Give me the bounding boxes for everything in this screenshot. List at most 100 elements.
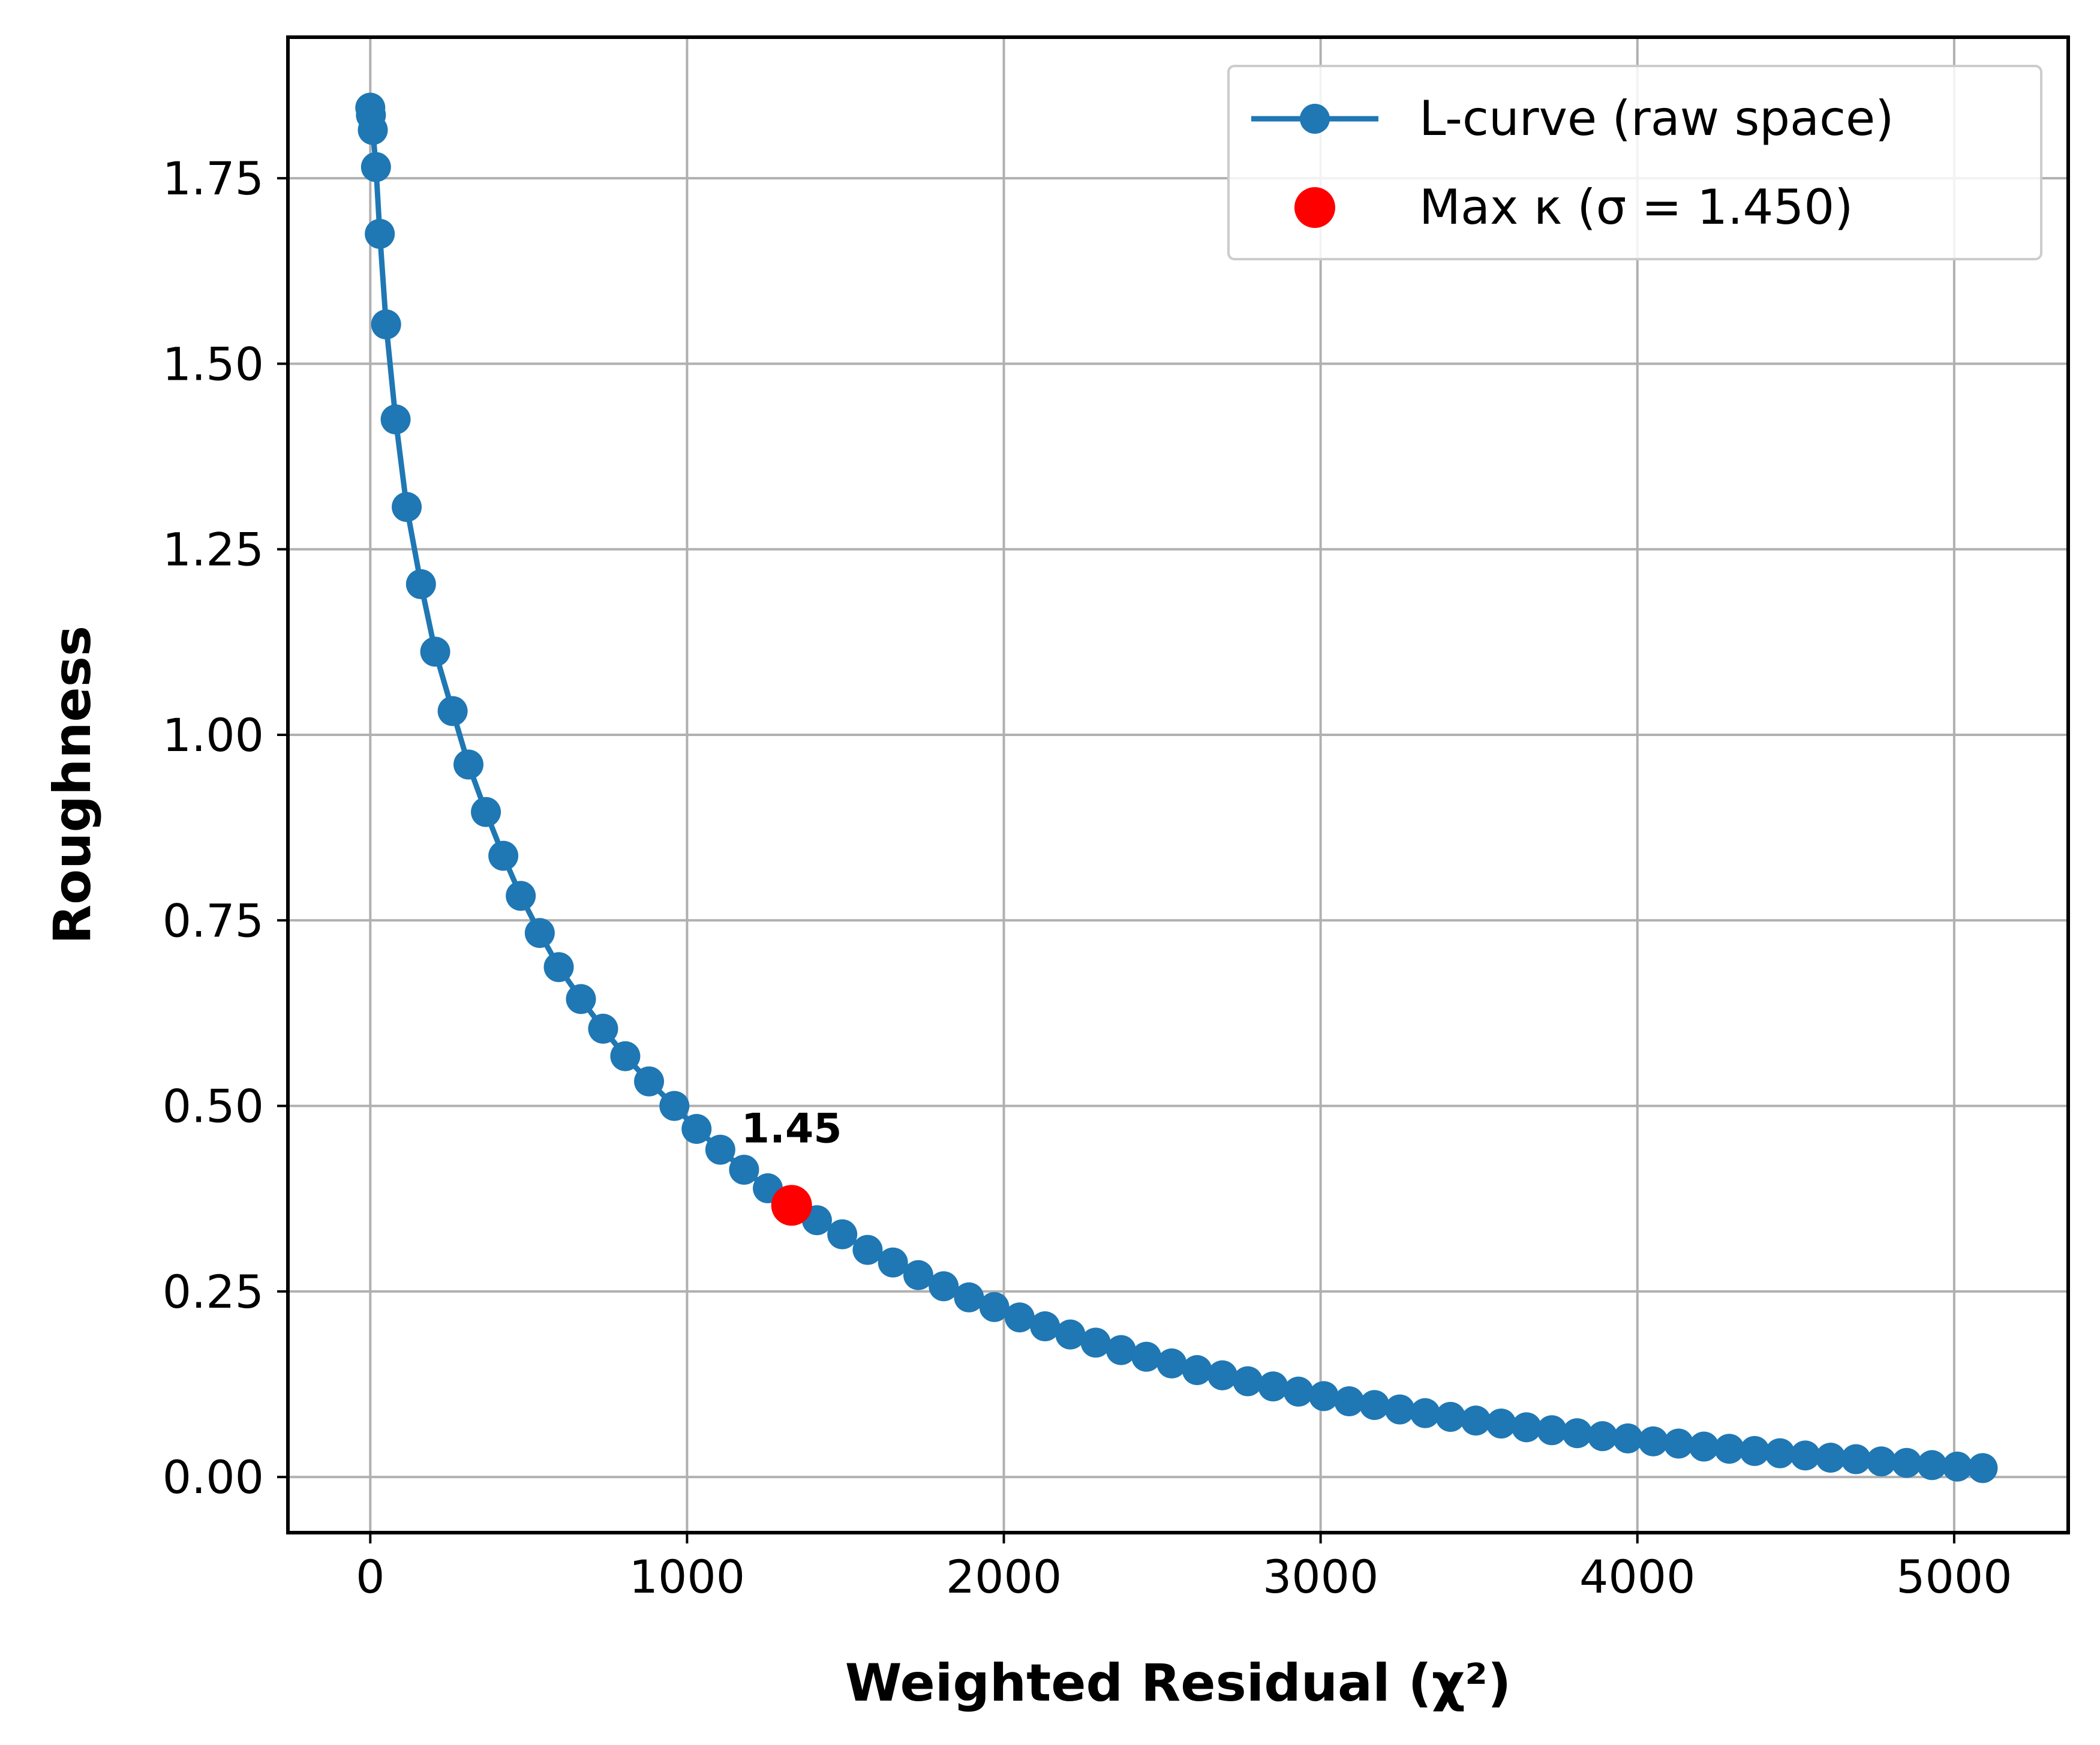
data-point (1765, 1438, 1795, 1468)
data-point (1714, 1434, 1744, 1464)
data-point (1207, 1360, 1237, 1390)
legend: L-curve (raw space) Max κ (σ = 1.450) (1227, 65, 2042, 260)
data-point (852, 1235, 883, 1265)
data-point (1105, 1335, 1136, 1365)
data-point (1055, 1319, 1086, 1350)
legend-label-highlight: Max κ (σ = 1.450) (1419, 179, 1853, 235)
data-point (420, 636, 450, 667)
data-point (1283, 1376, 1314, 1407)
x-tick-label: 1000 (629, 1550, 745, 1603)
x-tick-label: 5000 (1896, 1550, 2012, 1603)
legend-label-series: L-curve (raw space) (1419, 91, 1894, 146)
data-point (371, 309, 401, 340)
x-axis-title: Weighted Residual (χ²) (845, 1653, 1512, 1713)
legend-marker-swatch (1300, 104, 1330, 134)
y-tick-label: 1.75 (163, 152, 264, 205)
data-point (979, 1292, 1010, 1322)
data-point (1967, 1453, 1998, 1483)
data-point (1410, 1398, 1440, 1428)
data-point (1030, 1311, 1060, 1342)
data-point (1562, 1418, 1593, 1449)
data-point (1916, 1450, 1947, 1480)
data-point (1384, 1394, 1415, 1425)
data-point (1638, 1426, 1669, 1456)
data-point (357, 115, 388, 145)
legend-box (1227, 65, 2042, 260)
data-point (453, 749, 484, 780)
data-point (1486, 1408, 1516, 1439)
data-point (1891, 1447, 1922, 1478)
data-point (1461, 1405, 1491, 1436)
max-curvature-annotation: 1.45 (741, 1105, 842, 1152)
data-point (1942, 1451, 1973, 1482)
data-point (1511, 1412, 1542, 1443)
data-point (1866, 1446, 1897, 1477)
data-point (380, 404, 411, 435)
y-axis-title: Roughness (43, 626, 103, 944)
max-curvature-point (771, 1185, 812, 1226)
y-tick-label: 1.00 (163, 708, 264, 762)
data-point (1359, 1390, 1390, 1420)
data-point (659, 1091, 690, 1121)
grid-layer (288, 37, 2068, 1533)
data-point (1435, 1401, 1466, 1432)
data-point (1131, 1341, 1162, 1372)
data-point (1156, 1348, 1187, 1378)
series-line (367, 107, 1983, 1471)
y-tick-label: 0.50 (163, 1080, 264, 1133)
data-point (903, 1260, 933, 1290)
plot-frame (286, 35, 2070, 1534)
data-point (1689, 1431, 1719, 1462)
data-point (588, 1013, 618, 1044)
data-point (488, 840, 519, 871)
x-tick-label: 4000 (1579, 1550, 1695, 1603)
data-point (1308, 1381, 1339, 1411)
data-point (1004, 1302, 1035, 1333)
y-tick-label: 0.25 (163, 1265, 264, 1318)
data-point (543, 952, 574, 983)
data-point (405, 569, 436, 599)
data-point (1080, 1327, 1111, 1358)
data-point (1233, 1366, 1263, 1396)
y-tick-label: 0.00 (163, 1450, 264, 1504)
data-point (1334, 1386, 1365, 1417)
data-point (1258, 1371, 1288, 1402)
axes-layer: 0 1000 2000 3000 4000 5000 0.00 0.25 0.50 0.75 1.0… (163, 35, 2070, 1603)
data-point (566, 984, 596, 1014)
data-point (1815, 1443, 1846, 1473)
data-point (954, 1282, 984, 1312)
data-point (729, 1154, 759, 1185)
data-point (1663, 1428, 1694, 1459)
data-point (681, 1113, 712, 1144)
data-point (1790, 1440, 1820, 1471)
data-point (471, 797, 501, 827)
data-point (705, 1134, 735, 1165)
data-point (827, 1219, 858, 1250)
data-point (392, 492, 422, 522)
y-tick-label: 0.75 (163, 894, 264, 947)
data-point (1182, 1355, 1212, 1386)
data-point (1740, 1435, 1770, 1466)
data-point (365, 218, 395, 249)
x-tick-label: 2000 (946, 1550, 1062, 1603)
data-point (878, 1247, 908, 1278)
data-point (610, 1041, 641, 1071)
x-tick-label: 0 (356, 1550, 384, 1603)
y-tick-label: 1.50 (163, 337, 264, 391)
data-point (524, 918, 555, 948)
data-point (634, 1066, 665, 1097)
data-layer: 1.45 (355, 92, 1998, 1483)
data-point (1841, 1444, 1871, 1474)
data-point (437, 696, 468, 726)
data-point (1587, 1421, 1618, 1452)
data-point (929, 1271, 959, 1302)
data-point (1612, 1423, 1643, 1453)
data-point (506, 881, 536, 911)
legend-highlight-swatch (1294, 187, 1335, 228)
data-point (1537, 1415, 1567, 1446)
y-tick-label: 1.25 (163, 523, 264, 576)
data-point (360, 152, 391, 182)
x-tick-label: 3000 (1263, 1550, 1378, 1603)
